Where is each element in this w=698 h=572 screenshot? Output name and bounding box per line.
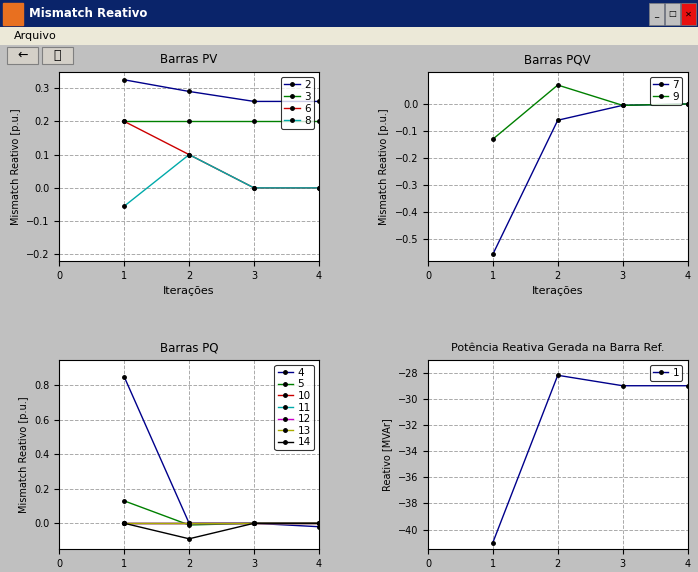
X-axis label: Iterações: Iterações <box>532 287 584 296</box>
Line: 13: 13 <box>121 520 322 527</box>
11 <box>185 520 193 527</box>
5 <box>250 520 258 527</box>
5 <box>185 522 193 529</box>
Text: ←: ← <box>17 49 28 62</box>
8 <box>250 184 258 191</box>
11 <box>120 520 128 527</box>
10 <box>250 520 258 527</box>
Bar <box>681 3 696 25</box>
13 <box>120 520 128 527</box>
7 <box>618 102 627 109</box>
10 <box>185 520 193 527</box>
9 <box>618 102 627 109</box>
Line: 12: 12 <box>121 520 322 527</box>
Title: Barras PQV: Barras PQV <box>524 53 591 66</box>
6 <box>185 151 193 158</box>
7 <box>683 101 692 108</box>
7 <box>554 117 562 124</box>
14 <box>250 520 258 527</box>
9 <box>554 82 562 89</box>
14 <box>315 520 323 527</box>
12 <box>250 520 258 527</box>
4 <box>315 523 323 530</box>
3 <box>250 118 258 125</box>
Title: Barras PV: Barras PV <box>161 53 218 66</box>
Legend: 1: 1 <box>650 365 683 381</box>
Line: 9: 9 <box>489 82 691 142</box>
3 <box>120 118 128 125</box>
8 <box>315 184 323 191</box>
Line: 7: 7 <box>489 101 691 258</box>
2 <box>250 98 258 105</box>
1 <box>618 382 627 389</box>
FancyBboxPatch shape <box>7 47 38 63</box>
Title: Barras PQ: Barras PQ <box>160 341 218 354</box>
6 <box>315 184 323 191</box>
Line: 10: 10 <box>121 520 322 527</box>
12 <box>185 520 193 527</box>
4 <box>120 374 128 380</box>
Y-axis label: Mismatch Reativo [p.u.]: Mismatch Reativo [p.u.] <box>10 108 20 225</box>
4 <box>185 520 193 527</box>
Line: 5: 5 <box>121 498 322 529</box>
12 <box>120 520 128 527</box>
Legend: 2, 3, 6, 8: 2, 3, 6, 8 <box>281 77 313 129</box>
1 <box>489 539 497 546</box>
13 <box>185 520 193 527</box>
Title: Potência Reativa Gerada na Barra Ref.: Potência Reativa Gerada na Barra Ref. <box>451 343 664 353</box>
11 <box>250 520 258 527</box>
5 <box>120 498 128 505</box>
Y-axis label: Reativo [MVAr]: Reativo [MVAr] <box>383 418 392 491</box>
13 <box>315 520 323 527</box>
8 <box>120 202 128 209</box>
8 <box>185 151 193 158</box>
Text: Mismatch Reativo: Mismatch Reativo <box>29 7 148 20</box>
4 <box>250 520 258 527</box>
2 <box>185 88 193 95</box>
1 <box>683 382 692 389</box>
Legend: 7, 9: 7, 9 <box>650 77 683 105</box>
Text: 🖨: 🖨 <box>54 49 61 62</box>
Text: Arquivo: Arquivo <box>14 31 57 41</box>
5 <box>315 520 323 527</box>
12 <box>315 520 323 527</box>
FancyBboxPatch shape <box>42 47 73 63</box>
14 <box>185 535 193 542</box>
Text: □: □ <box>668 9 676 18</box>
10 <box>315 520 323 527</box>
Bar <box>649 3 664 25</box>
6 <box>250 184 258 191</box>
Text: ✕: ✕ <box>685 9 692 18</box>
Line: 4: 4 <box>121 374 322 530</box>
7 <box>489 251 497 258</box>
Line: 11: 11 <box>121 520 322 527</box>
10 <box>120 520 128 527</box>
Line: 1: 1 <box>489 372 691 546</box>
Line: 14: 14 <box>121 520 322 542</box>
Bar <box>665 3 680 25</box>
3 <box>185 118 193 125</box>
Line: 6: 6 <box>121 118 322 192</box>
1 <box>554 372 562 379</box>
Line: 8: 8 <box>121 151 322 210</box>
X-axis label: Iterações: Iterações <box>163 287 215 296</box>
Y-axis label: Mismatch Reativo [p.u.]: Mismatch Reativo [p.u.] <box>379 108 389 225</box>
14 <box>120 520 128 527</box>
3 <box>315 118 323 125</box>
9 <box>489 136 497 142</box>
Line: 2: 2 <box>121 76 322 105</box>
Text: _: _ <box>654 9 658 18</box>
Bar <box>3 3 23 25</box>
2 <box>120 77 128 84</box>
Line: 3: 3 <box>121 118 322 125</box>
13 <box>250 520 258 527</box>
Y-axis label: Mismatch Reativo [p.u.]: Mismatch Reativo [p.u.] <box>19 396 29 513</box>
6 <box>120 118 128 125</box>
11 <box>315 520 323 527</box>
2 <box>315 98 323 105</box>
Legend: 4, 5, 10, 11, 12, 13, 14: 4, 5, 10, 11, 12, 13, 14 <box>274 365 313 450</box>
9 <box>683 101 692 108</box>
